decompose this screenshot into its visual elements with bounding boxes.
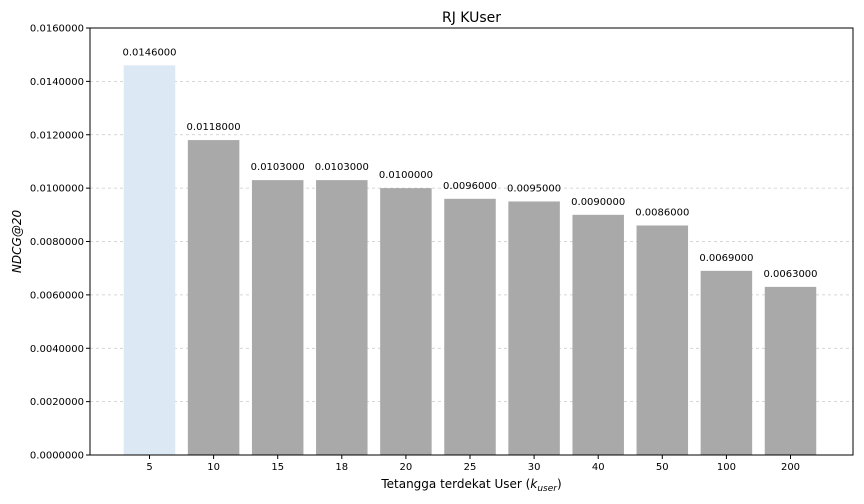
x-tick-label: 25 xyxy=(464,462,477,473)
value-label-40: 0.0090000 xyxy=(571,197,625,208)
y-tick-label: 0.0020000 xyxy=(30,397,84,408)
value-label-20: 0.0100000 xyxy=(379,170,433,181)
value-label-200: 0.0063000 xyxy=(763,269,817,280)
x-tick-label: 50 xyxy=(656,462,669,473)
bar-18 xyxy=(316,180,368,455)
x-tick-label: 10 xyxy=(207,462,220,473)
y-tick-label: 0.0080000 xyxy=(30,237,84,248)
bar-50 xyxy=(636,225,689,455)
y-tick-label: 0.0000000 xyxy=(30,451,84,462)
x-tick-label: 40 xyxy=(592,462,605,473)
y-tick-label: 0.0140000 xyxy=(30,77,84,88)
bar-5 xyxy=(123,65,176,456)
y-tick-label: 0.0120000 xyxy=(30,130,84,141)
bar-15 xyxy=(251,180,304,455)
bar-20 xyxy=(380,188,432,455)
x-tick-label: 18 xyxy=(335,462,348,473)
x-axis-label-subscript: user xyxy=(537,484,558,494)
x-tick-label: 30 xyxy=(528,462,541,473)
bar-200 xyxy=(764,286,817,455)
bar-value-labels: 0.0146000 0.0118000 0.0103000 0.0103000 0.01… xyxy=(122,47,817,280)
bar-30 xyxy=(508,201,560,455)
y-axis-label: NDCG@20 xyxy=(10,210,24,274)
x-axis-label-math: k xyxy=(530,477,538,491)
value-label-25: 0.0096000 xyxy=(443,181,497,192)
x-tick-label: 5 xyxy=(146,462,152,473)
x-axis-label-text: Tetangga terdekat User ( xyxy=(380,477,530,491)
value-label-50: 0.0086000 xyxy=(635,207,689,218)
value-label-10: 0.0118000 xyxy=(187,122,241,133)
x-axis-label-close: ) xyxy=(557,477,562,491)
bar-10 xyxy=(187,140,240,455)
x-tick-label: 100 xyxy=(717,462,736,473)
y-tick-label: 0.0060000 xyxy=(30,290,84,301)
y-tick-label: 0.0160000 xyxy=(30,24,84,35)
value-label-18: 0.0103000 xyxy=(315,162,369,173)
bar-100 xyxy=(700,270,753,455)
y-tick-label: 0.0100000 xyxy=(30,184,84,195)
x-tick-label: 15 xyxy=(271,462,284,473)
x-tick-label: 200 xyxy=(781,462,800,473)
x-tick-label: 20 xyxy=(400,462,413,473)
value-label-100: 0.0069000 xyxy=(699,253,753,264)
bar-40 xyxy=(572,214,624,455)
bars xyxy=(123,65,817,456)
y-tick-label: 0.0040000 xyxy=(30,344,84,355)
x-axis-ticks: 5 10 15 18 20 25 30 40 50 100 200 xyxy=(146,455,800,473)
chart-title: RJ KUser xyxy=(442,10,501,26)
value-label-15: 0.0103000 xyxy=(251,162,305,173)
bar-25 xyxy=(444,198,496,456)
x-axis-label: Tetangga terdekat User (kuser) xyxy=(380,477,561,494)
value-label-30: 0.0095000 xyxy=(507,183,561,194)
y-axis-ticks: 0.0000000 0.0020000 0.0040000 0.0060000 0.00… xyxy=(30,24,90,462)
value-label-5: 0.0146000 xyxy=(122,47,176,58)
